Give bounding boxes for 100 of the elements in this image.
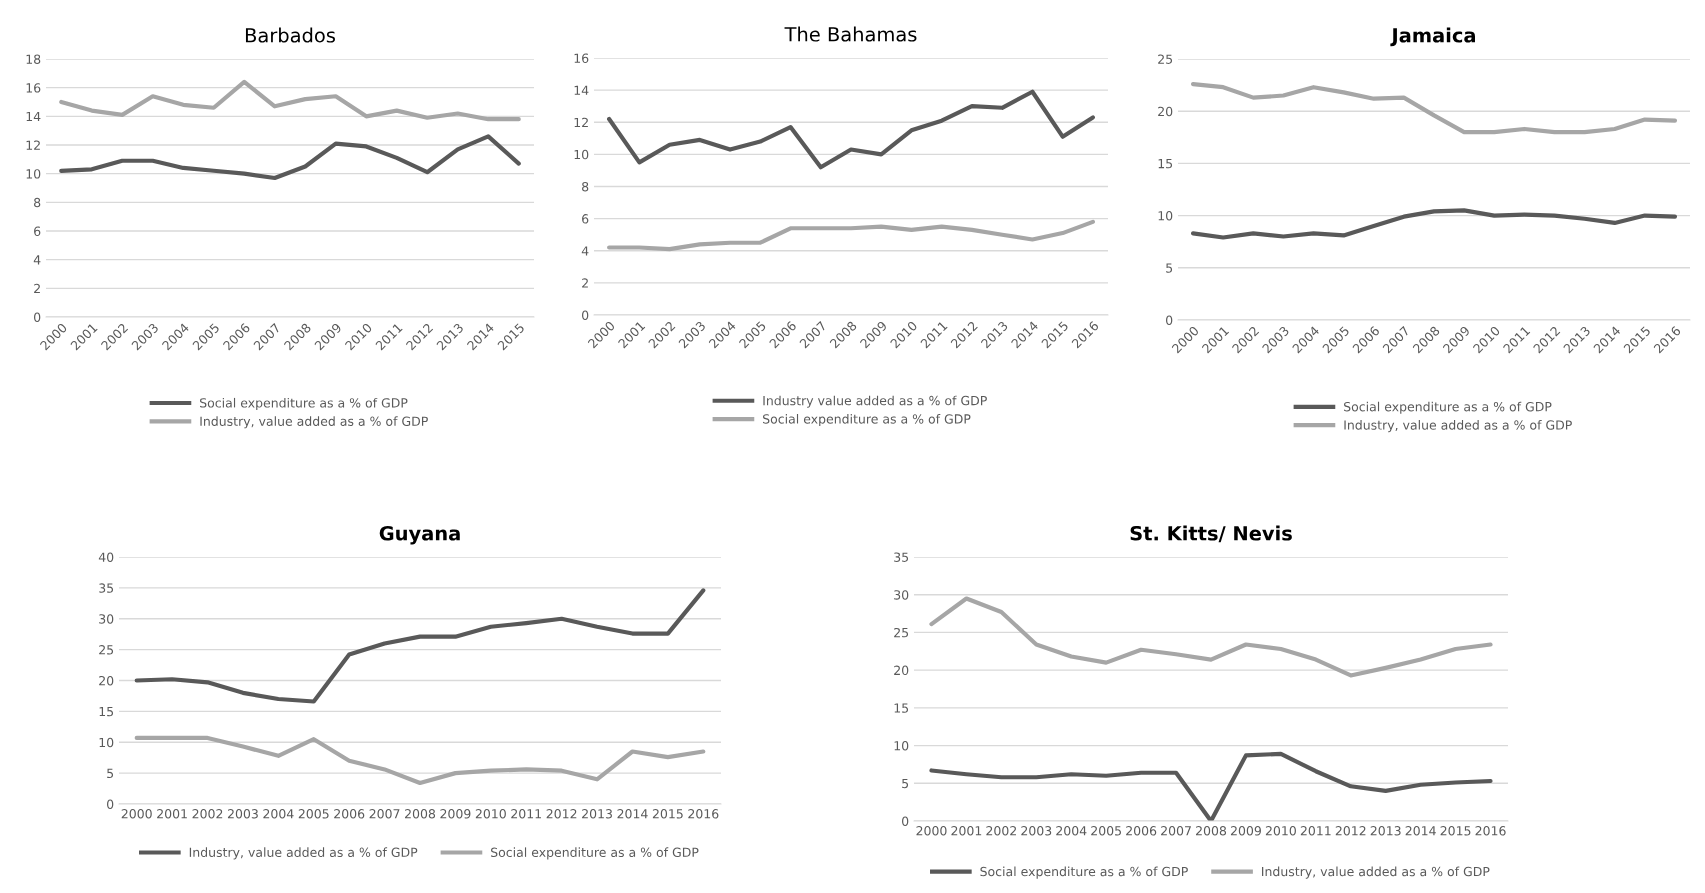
x-tick-label: 2003 (227, 809, 258, 819)
y-tick-label: 0 (1166, 315, 1173, 325)
x-tick-label: 2005 (298, 809, 329, 819)
x-tick-label: 2013 (582, 809, 612, 819)
y-tick-label: 5 (107, 768, 114, 779)
y-tick-label: 25 (99, 645, 114, 655)
x-tick-label: 2012 (1335, 826, 1366, 836)
line-series (607, 89, 1095, 170)
y-tick-label: 15 (1158, 159, 1173, 169)
x-tick-label: 2015 (1440, 826, 1471, 836)
y-tick-label: 2 (34, 283, 40, 294)
y-tick-label: 10 (26, 169, 41, 179)
legend-label: Social expenditure as a % of GDP (1344, 401, 1552, 414)
x-tick-label: 2000 (916, 826, 947, 836)
y-tick-label: 8 (34, 197, 41, 208)
x-tick-label: 2001 (951, 826, 982, 836)
y-tick-label: 10 (1158, 211, 1173, 221)
line-series (59, 79, 521, 122)
chart-title: Jamaica (1390, 27, 1475, 47)
y-tick-label: 6 (582, 214, 589, 224)
line-series (134, 735, 706, 786)
legend-label: Industry, value added as a % of GDP (1344, 420, 1572, 433)
y-tick-label: 20 (1158, 106, 1173, 117)
line-series (59, 134, 521, 181)
x-tick-label: 2014 (1405, 826, 1436, 836)
line-series (929, 751, 1493, 821)
legend-label: Industry, value added as a % of GDP (1262, 866, 1490, 879)
y-tick-label: 10 (894, 741, 909, 751)
y-tick-label: 20 (894, 665, 909, 676)
x-tick-label: 2010 (1265, 826, 1296, 836)
x-tick-label: 2016 (688, 809, 719, 819)
legend-label: Social expenditure as a % of GDP (491, 847, 699, 860)
x-tick-label: 2005 (1091, 826, 1121, 836)
y-tick-label: 30 (894, 590, 909, 600)
y-tick-label: 12 (26, 140, 40, 150)
legend-label: Social expenditure as a % of GDP (763, 413, 971, 427)
y-tick-label: 30 (99, 614, 114, 624)
y-tick-label: 0 (107, 799, 114, 809)
y-tick-label: 10 (99, 737, 114, 748)
y-tick-label: 35 (894, 552, 909, 562)
x-tick-label: 2002 (986, 826, 1017, 836)
chart-title: Barbados (245, 27, 335, 43)
x-tick-label: 2014 (617, 809, 648, 819)
y-tick-label: 14 (26, 111, 41, 122)
y-tick-label: 2 (582, 278, 588, 288)
y-tick-label: 16 (26, 83, 41, 93)
x-tick-label: 2008 (405, 809, 436, 819)
y-tick-label: 18 (26, 54, 41, 64)
legend-label: Industry, value added as a % of GDP (189, 847, 418, 860)
x-tick-label: 2008 (1196, 826, 1227, 836)
line-series (929, 596, 1493, 678)
chart-title: St. Kitts/ Nevis (1130, 525, 1292, 543)
line-series (134, 588, 706, 704)
y-tick-label: 15 (99, 707, 114, 717)
line-series (1190, 208, 1678, 240)
y-tick-label: 14 (574, 85, 589, 95)
x-tick-label: 2002 (192, 809, 223, 819)
x-tick-label: 2006 (334, 809, 365, 819)
line-series (607, 219, 1095, 252)
y-tick-label: 4 (581, 246, 589, 256)
y-tick-label: 25 (894, 627, 909, 638)
y-tick-label: 40 (98, 552, 114, 562)
y-tick-label: 4 (33, 255, 41, 265)
y-tick-label: 16 (574, 53, 589, 63)
x-tick-label: 2015 (652, 809, 683, 819)
x-tick-label: 2000 (121, 809, 152, 819)
y-tick-label: 12 (574, 117, 588, 127)
x-tick-label: 2011 (1300, 826, 1331, 836)
y-tick-label: 10 (574, 149, 589, 160)
x-tick-label: 2006 (1126, 826, 1157, 836)
y-tick-label: 0 (902, 816, 909, 826)
line-series (1190, 81, 1678, 135)
y-tick-label: 0 (582, 310, 589, 320)
y-tick-label: 5 (1166, 263, 1173, 273)
legend-label: Social expenditure as a % of GDP (200, 397, 408, 411)
x-tick-label: 2016 (1475, 826, 1506, 836)
legend-label: Industry value added as a % of GDP (763, 395, 987, 408)
chart-title: The Bahamas (784, 26, 917, 42)
legend-label: Social expenditure as a % of GDP (980, 866, 1188, 879)
x-tick-label: 2009 (1230, 826, 1261, 836)
x-tick-label: 2011 (511, 809, 541, 819)
y-tick-label: 0 (34, 312, 41, 322)
x-tick-label: 2007 (369, 809, 400, 819)
legend-label: Industry, value added as a % of GDP (200, 416, 428, 429)
x-tick-label: 2010 (475, 809, 506, 819)
y-tick-label: 35 (99, 583, 114, 593)
x-tick-label: 2012 (546, 809, 577, 819)
x-tick-label: 2013 (1370, 826, 1401, 836)
x-tick-label: 2003 (1021, 826, 1052, 836)
y-tick-label: 6 (34, 226, 41, 236)
x-tick-label: 2009 (440, 809, 471, 819)
x-tick-label: 2004 (1056, 826, 1087, 836)
chart-title: Guyana (379, 525, 460, 545)
x-tick-label: 2007 (1161, 826, 1191, 836)
y-tick-label: 5 (902, 778, 909, 789)
y-tick-label: 25 (1158, 54, 1173, 64)
y-tick-label: 20 (99, 675, 114, 686)
y-tick-label: 15 (894, 703, 909, 713)
x-tick-label: 2001 (157, 809, 187, 819)
y-tick-label: 8 (582, 181, 589, 192)
